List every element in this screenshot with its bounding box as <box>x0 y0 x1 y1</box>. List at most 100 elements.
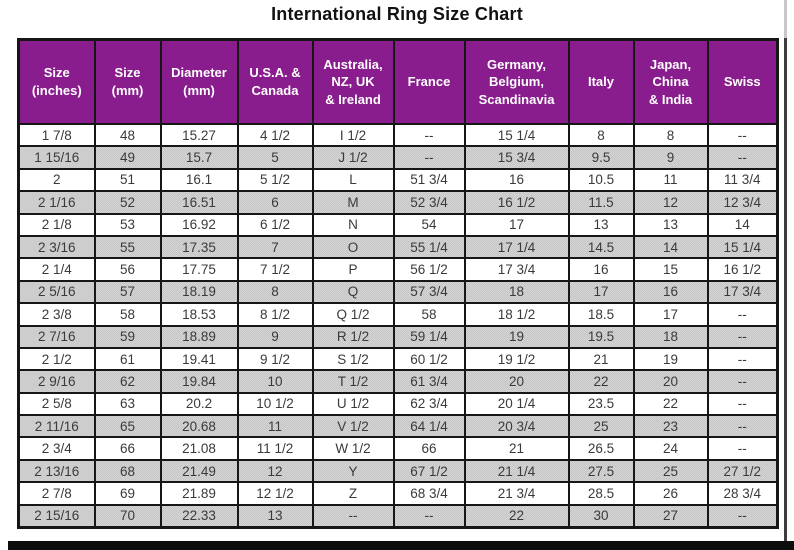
table-cell: 49 <box>93 145 162 170</box>
table-cell: W 1/2 <box>311 436 395 461</box>
table-cell: 64 1/4 <box>392 414 466 439</box>
table-row: 1 15/16 49 15.7 5 J 1/2 -- 15 3/4 9.5 9 -- <box>17 145 779 170</box>
table-cell: 1 7/8 <box>17 122 96 148</box>
table-cell: 26 <box>632 481 709 506</box>
table-cell: 11 <box>236 414 314 439</box>
table-row: 2 3/4 66 21.08 11 1/2 W 1/2 66 21 26.5 24 -- <box>17 436 779 461</box>
table-cell: 15 <box>632 257 709 282</box>
table-cell: 17 <box>463 212 570 237</box>
table-cell: 2 5/8 <box>17 391 96 417</box>
table-cell: 25 <box>567 414 635 439</box>
table-cell: 18 1/2 <box>463 302 570 327</box>
table-cell: 12 <box>632 190 709 215</box>
table-cell: -- <box>392 145 466 170</box>
table-cell: 10 <box>236 369 314 394</box>
table-row: 2 5/8 63 20.2 10 1/2 U 1/2 62 3/4 20 1/4 23.5 22… <box>17 391 779 417</box>
table-cell: S 1/2 <box>311 346 395 372</box>
table-cell: 48 <box>93 122 162 148</box>
table-cell: 5 1/2 <box>236 167 314 193</box>
table-cell: 19.84 <box>159 369 239 394</box>
table-cell: 11 1/2 <box>236 436 314 461</box>
table-cell: 16 <box>632 279 709 305</box>
table-cell: 2 15/16 <box>17 503 96 529</box>
table-cell: 16.1 <box>159 167 239 193</box>
frame-shadow-right-top <box>784 0 787 38</box>
table-cell: 20 <box>632 369 709 394</box>
table-cell: 22 <box>632 391 709 417</box>
table-row: 2 13/16 68 21.49 12 Y 67 1/2 21 1/4 27.5 25 27 1/… <box>17 458 779 484</box>
table-cell: 18.5 <box>567 302 635 327</box>
table-cell: 57 3/4 <box>392 279 466 305</box>
table-cell: 18 <box>632 324 709 349</box>
table-cell: -- <box>706 302 779 327</box>
table-cell: 21 <box>567 346 635 372</box>
table-cell: 21.49 <box>159 458 239 484</box>
table-cell: 60 1/2 <box>392 346 466 372</box>
table-cell: P <box>311 257 395 282</box>
table-cell: 12 3/4 <box>706 190 779 215</box>
table-cell: 16 1/2 <box>463 190 570 215</box>
table-cell: 17 <box>632 302 709 327</box>
table-cell: 2 1/2 <box>17 346 96 372</box>
table-cell: 7 <box>236 234 314 260</box>
column-header: France <box>392 38 466 125</box>
table-cell: L <box>311 167 395 193</box>
table-cell: 20 <box>463 369 570 394</box>
table-cell: 8 1/2 <box>236 302 314 327</box>
table-cell: 21 <box>463 436 570 461</box>
table-cell: 65 <box>93 414 162 439</box>
table-cell: 55 <box>93 234 162 260</box>
table-cell: 52 3/4 <box>392 190 466 215</box>
frame-shadow-bottom <box>8 541 794 550</box>
table-cell: 56 <box>93 257 162 282</box>
table-cell: 4 1/2 <box>236 122 314 148</box>
table-cell: 12 <box>236 458 314 484</box>
table-cell: 10 1/2 <box>236 391 314 417</box>
table-cell: 51 <box>93 167 162 193</box>
table-cell: 9 1/2 <box>236 346 314 372</box>
table-cell: 61 3/4 <box>392 369 466 394</box>
table-cell: 16.51 <box>159 190 239 215</box>
table-row: 2 9/16 62 19.84 10 T 1/2 61 3/4 20 22 20 -- <box>17 369 779 394</box>
table-cell: 16 <box>463 167 570 193</box>
frame-shadow-right <box>784 38 787 550</box>
table-cell: -- <box>392 122 466 148</box>
table-cell: 16.92 <box>159 212 239 237</box>
table-cell: 16 <box>567 257 635 282</box>
table-cell: 11.5 <box>567 190 635 215</box>
table-cell: 19 <box>463 324 570 349</box>
table-cell: 18.89 <box>159 324 239 349</box>
table-cell: O <box>311 234 395 260</box>
table-cell: 20 1/4 <box>463 391 570 417</box>
table-cell: 5 <box>236 145 314 170</box>
table-cell: 14.5 <box>567 234 635 260</box>
table-cell: T 1/2 <box>311 369 395 394</box>
table-cell: 21.08 <box>159 436 239 461</box>
table-cell: 13 <box>632 212 709 237</box>
table-cell: 22 <box>463 503 570 529</box>
table-cell: 18 <box>463 279 570 305</box>
table-cell: 57 <box>93 279 162 305</box>
table-cell: 2 1/16 <box>17 190 96 215</box>
table-cell: 62 <box>93 369 162 394</box>
column-header: Germany, Belgium, Scandinavia <box>463 38 570 125</box>
table-cell: 8 <box>567 122 635 148</box>
table-cell: 52 <box>93 190 162 215</box>
table-cell: N <box>311 212 395 237</box>
table-cell: 59 1/4 <box>392 324 466 349</box>
table-cell: 63 <box>93 391 162 417</box>
table-cell: 27 1/2 <box>706 458 779 484</box>
table-cell: 15.7 <box>159 145 239 170</box>
table-cell: J 1/2 <box>311 145 395 170</box>
table-cell: 9 <box>632 145 709 170</box>
table-cell: 20.68 <box>159 414 239 439</box>
table-cell: 11 3/4 <box>706 167 779 193</box>
table-row: 2 1/2 61 19.41 9 1/2 S 1/2 60 1/2 19 1/2 21 19 -- <box>17 346 779 372</box>
table-cell: 67 1/2 <box>392 458 466 484</box>
table-cell: 8 <box>632 122 709 148</box>
table-cell: 2 7/16 <box>17 324 96 349</box>
table-cell: 17.35 <box>159 234 239 260</box>
table-cell: R 1/2 <box>311 324 395 349</box>
table-cell: 17 1/4 <box>463 234 570 260</box>
